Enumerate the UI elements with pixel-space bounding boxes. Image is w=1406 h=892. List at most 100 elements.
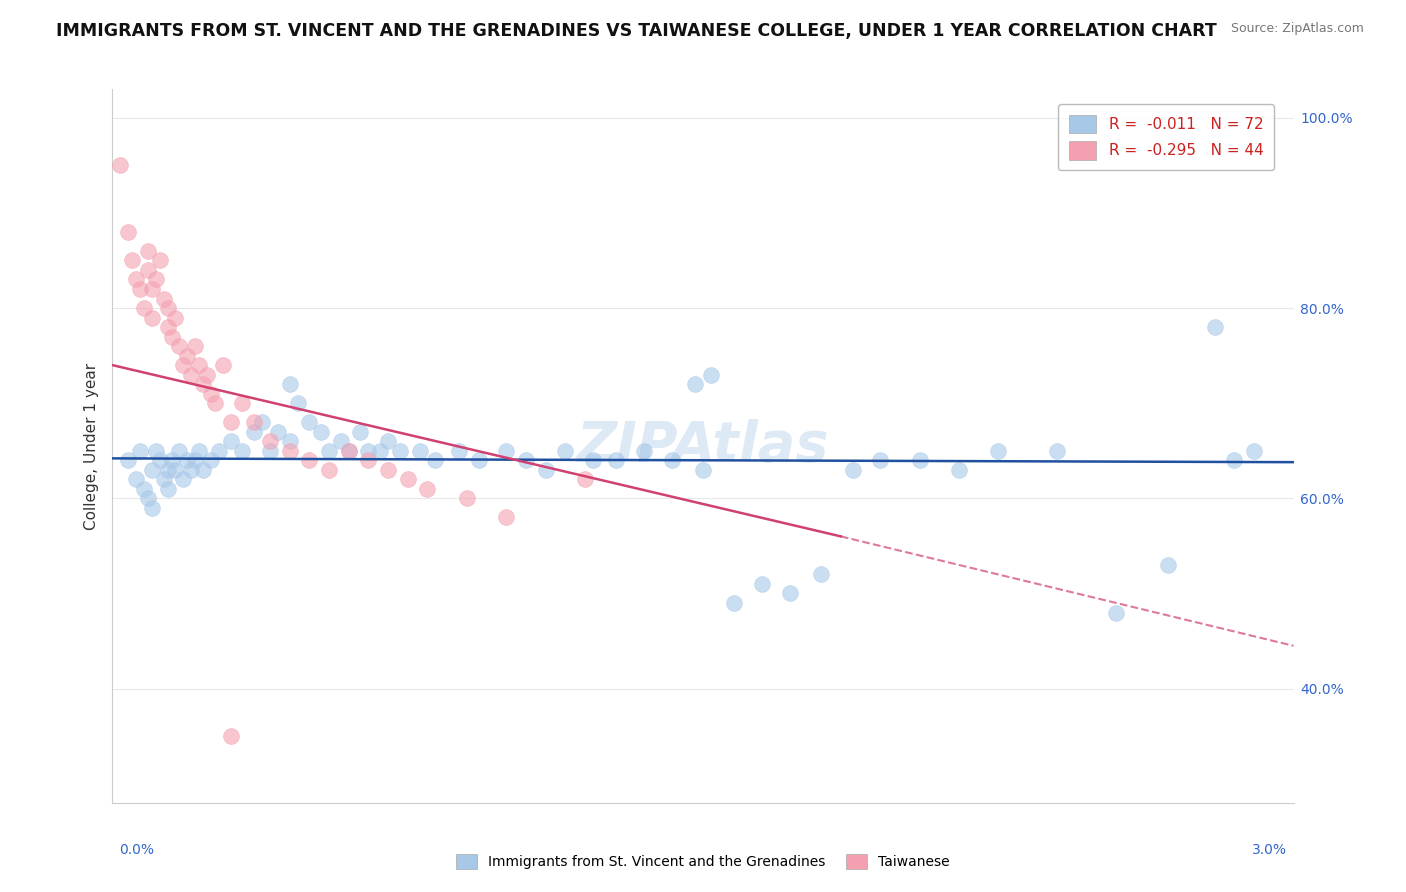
- Point: [208, 443, 231, 458]
- Point: [1046, 443, 1069, 458]
- Point: [357, 453, 380, 467]
- Point: [243, 415, 266, 429]
- Point: [200, 453, 222, 467]
- Point: [447, 443, 470, 458]
- Point: [169, 339, 191, 353]
- Point: [554, 443, 576, 458]
- Point: [180, 368, 202, 382]
- Point: [633, 443, 655, 458]
- Point: [1204, 320, 1226, 334]
- Point: [165, 463, 187, 477]
- Point: [1156, 558, 1178, 572]
- Point: [132, 482, 155, 496]
- Point: [231, 443, 253, 458]
- Point: [337, 443, 360, 458]
- Point: [661, 453, 683, 467]
- Point: [184, 339, 207, 353]
- Point: [779, 586, 801, 600]
- Point: [136, 244, 159, 258]
- Point: [152, 292, 174, 306]
- Point: [132, 301, 155, 315]
- Point: [172, 358, 194, 372]
- Point: [329, 434, 352, 449]
- Point: [574, 472, 596, 486]
- Point: [156, 301, 179, 315]
- Point: [582, 453, 605, 467]
- Point: [278, 443, 301, 458]
- Point: [141, 463, 163, 477]
- Y-axis label: College, Under 1 year: College, Under 1 year: [83, 362, 98, 530]
- Point: [377, 463, 399, 477]
- Point: [195, 368, 218, 382]
- Point: [259, 443, 281, 458]
- Point: [176, 453, 198, 467]
- Point: [125, 472, 148, 486]
- Point: [188, 443, 211, 458]
- Point: [191, 463, 214, 477]
- Point: [125, 272, 148, 286]
- Point: [810, 567, 832, 582]
- Point: [141, 310, 163, 325]
- Point: [169, 443, 191, 458]
- Point: [152, 472, 174, 486]
- Point: [110, 158, 132, 172]
- Point: [243, 425, 266, 439]
- Point: [700, 368, 723, 382]
- Point: [416, 482, 439, 496]
- Point: [683, 377, 706, 392]
- Point: [1243, 443, 1265, 458]
- Point: [1223, 453, 1246, 467]
- Point: [172, 472, 194, 486]
- Point: [1105, 606, 1128, 620]
- Point: [841, 463, 863, 477]
- Point: [456, 491, 478, 506]
- Point: [156, 463, 179, 477]
- Point: [692, 463, 714, 477]
- Point: [160, 453, 183, 467]
- Point: [368, 443, 391, 458]
- Point: [156, 482, 179, 496]
- Point: [149, 253, 172, 268]
- Point: [388, 443, 411, 458]
- Text: Source: ZipAtlas.com: Source: ZipAtlas.com: [1230, 22, 1364, 36]
- Point: [495, 443, 517, 458]
- Point: [515, 453, 537, 467]
- Point: [136, 263, 159, 277]
- Point: [723, 596, 745, 610]
- Point: [467, 453, 489, 467]
- Point: [267, 425, 290, 439]
- Point: [278, 434, 301, 449]
- Point: [318, 443, 340, 458]
- Point: [145, 443, 167, 458]
- Point: [349, 425, 371, 439]
- Point: [129, 282, 152, 296]
- Point: [231, 396, 253, 410]
- Point: [200, 386, 222, 401]
- Point: [987, 443, 1010, 458]
- Point: [309, 425, 332, 439]
- Point: [191, 377, 214, 392]
- Point: [129, 443, 152, 458]
- Text: IMMIGRANTS FROM ST. VINCENT AND THE GRENADINES VS TAIWANESE COLLEGE, UNDER 1 YEA: IMMIGRANTS FROM ST. VINCENT AND THE GREN…: [56, 22, 1218, 40]
- Point: [534, 463, 557, 477]
- Point: [337, 443, 360, 458]
- Point: [176, 349, 198, 363]
- Text: 3.0%: 3.0%: [1251, 843, 1286, 857]
- Point: [948, 463, 970, 477]
- Point: [219, 434, 242, 449]
- Point: [357, 443, 380, 458]
- Point: [180, 463, 202, 477]
- Point: [145, 272, 167, 286]
- Point: [204, 396, 226, 410]
- Point: [117, 453, 139, 467]
- Text: ZIPAtlas: ZIPAtlas: [576, 419, 830, 473]
- Text: 0.0%: 0.0%: [120, 843, 155, 857]
- Point: [751, 577, 773, 591]
- Point: [908, 453, 931, 467]
- Point: [141, 282, 163, 296]
- Point: [160, 329, 183, 343]
- Point: [219, 729, 242, 743]
- Legend: R =  -0.011   N = 72, R =  -0.295   N = 44: R = -0.011 N = 72, R = -0.295 N = 44: [1059, 104, 1274, 170]
- Point: [184, 453, 207, 467]
- Point: [605, 453, 627, 467]
